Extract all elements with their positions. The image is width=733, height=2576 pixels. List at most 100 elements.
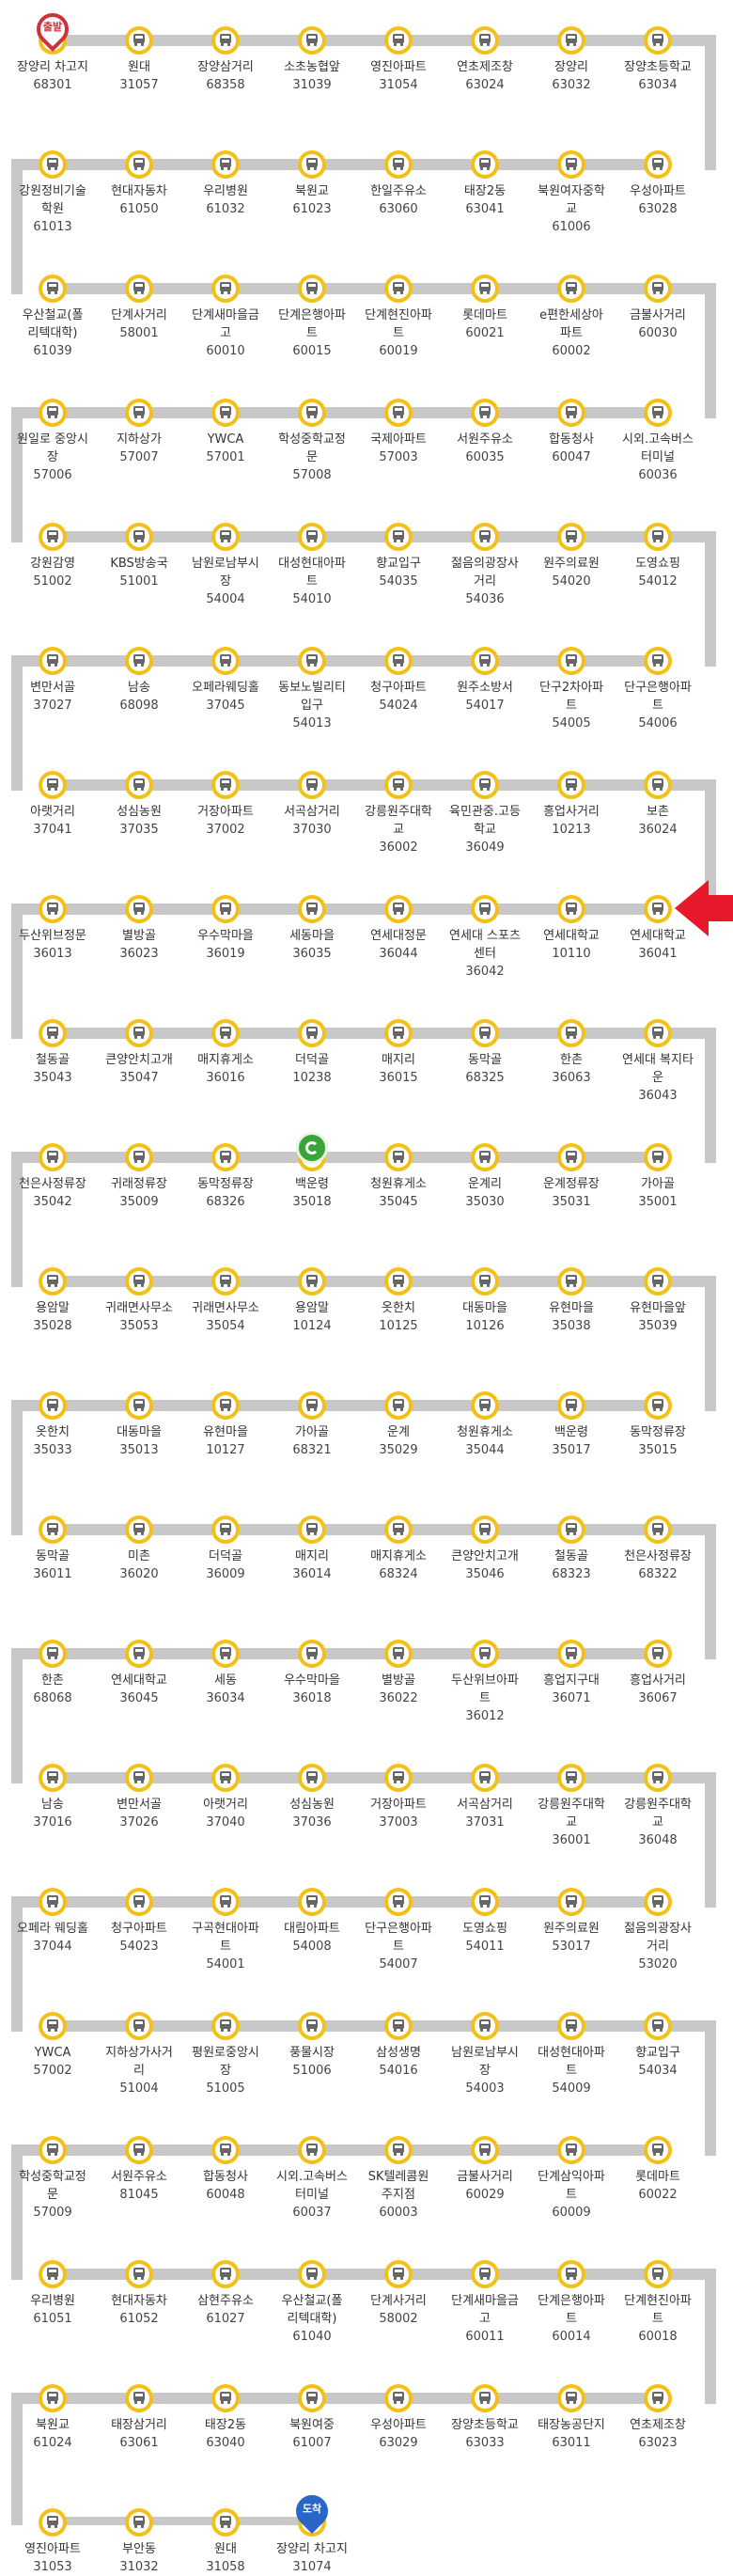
bus-stop-icon[interactable]	[211, 1143, 240, 1171]
bus-stop-icon[interactable]	[557, 1888, 585, 1916]
bus-stop-icon[interactable]	[644, 1516, 672, 1544]
bus-stop-icon[interactable]	[644, 1143, 672, 1171]
bus-stop-icon[interactable]	[298, 647, 326, 675]
bus-stop-icon[interactable]	[644, 150, 672, 179]
bus-stop-icon[interactable]	[298, 1019, 326, 1047]
bus-stop-icon[interactable]	[125, 26, 153, 55]
bus-stop-icon[interactable]	[471, 2012, 499, 2040]
bus-stop-icon[interactable]	[384, 1143, 413, 1171]
bus-stop-icon[interactable]	[298, 26, 326, 55]
bus-stop-icon[interactable]	[211, 26, 240, 55]
bus-stop-icon[interactable]	[125, 647, 153, 675]
bus-stop-icon[interactable]	[125, 2508, 153, 2537]
bus-stop-icon[interactable]	[644, 1019, 672, 1047]
bus-stop-icon[interactable]	[644, 2260, 672, 2288]
bus-stop-icon[interactable]	[298, 2384, 326, 2412]
bus-stop-icon[interactable]	[39, 150, 67, 179]
bus-stop-icon[interactable]	[211, 771, 240, 799]
bus-stop-icon[interactable]	[211, 895, 240, 923]
bus-stop-icon[interactable]	[557, 2384, 585, 2412]
bus-stop-icon[interactable]	[211, 2260, 240, 2288]
bus-stop-icon[interactable]	[39, 1764, 67, 1792]
bus-stop-icon[interactable]	[298, 150, 326, 179]
bus-stop-icon[interactable]	[384, 895, 413, 923]
bus-stop-icon[interactable]	[39, 523, 67, 551]
bus-stop-icon[interactable]	[557, 2260, 585, 2288]
bus-stop-icon[interactable]	[384, 2260, 413, 2288]
bus-stop-icon[interactable]	[384, 275, 413, 303]
bus-stop-icon[interactable]	[644, 2136, 672, 2164]
bus-stop-icon[interactable]	[211, 1764, 240, 1792]
bus-stop-icon[interactable]	[384, 2012, 413, 2040]
bus-stop-icon[interactable]	[211, 1391, 240, 1420]
bus-stop-icon[interactable]	[211, 1019, 240, 1047]
bus-stop-icon[interactable]	[39, 1391, 67, 1420]
bus-stop-icon[interactable]	[298, 275, 326, 303]
bus-stop-icon[interactable]	[471, 275, 499, 303]
bus-stop-icon[interactable]	[125, 1640, 153, 1668]
bus-stop-icon[interactable]	[125, 2012, 153, 2040]
bus-stop-icon[interactable]	[298, 2136, 326, 2164]
bus-stop-icon[interactable]	[644, 1391, 672, 1420]
bus-stop-icon[interactable]	[298, 1391, 326, 1420]
bus-stop-icon[interactable]	[644, 275, 672, 303]
bus-stop-icon[interactable]	[471, 771, 499, 799]
bus-stop-icon[interactable]	[471, 647, 499, 675]
bus-stop-icon[interactable]	[471, 1888, 499, 1916]
bus-stop-icon[interactable]	[39, 2508, 67, 2537]
bus-stop-icon[interactable]	[298, 771, 326, 799]
bus-stop-icon[interactable]	[125, 523, 153, 551]
bus-stop-icon[interactable]	[39, 1143, 67, 1171]
bus-stop-icon[interactable]	[557, 275, 585, 303]
bus-stop-icon[interactable]	[471, 1391, 499, 1420]
bus-stop-icon[interactable]	[644, 2384, 672, 2412]
bus-stop-icon[interactable]	[557, 523, 585, 551]
bus-stop-icon[interactable]	[39, 1267, 67, 1296]
bus-stop-icon[interactable]	[298, 1764, 326, 1792]
bus-stop-icon[interactable]	[644, 771, 672, 799]
bus-stop-icon[interactable]	[211, 150, 240, 179]
bus-stop-icon[interactable]	[125, 1764, 153, 1792]
bus-stop-icon[interactable]	[39, 771, 67, 799]
bus-stop-icon[interactable]	[298, 895, 326, 923]
bus-stop-icon[interactable]	[125, 150, 153, 179]
bus-stop-icon[interactable]	[557, 1640, 585, 1668]
bus-stop-icon[interactable]	[644, 2012, 672, 2040]
bus-stop-icon[interactable]	[384, 647, 413, 675]
bus-stop-icon[interactable]	[644, 1640, 672, 1668]
bus-stop-icon[interactable]	[39, 1019, 67, 1047]
bus-stop-icon[interactable]	[471, 1267, 499, 1296]
bus-stop-icon[interactable]	[471, 2260, 499, 2288]
bus-stop-icon[interactable]	[557, 647, 585, 675]
bus-stop-icon[interactable]	[557, 1143, 585, 1171]
bus-stop-icon[interactable]	[644, 399, 672, 427]
bus-stop-icon[interactable]	[39, 2260, 67, 2288]
bus-stop-icon[interactable]	[39, 2136, 67, 2164]
bus-stop-icon[interactable]	[39, 275, 67, 303]
bus-stop-icon[interactable]	[39, 895, 67, 923]
bus-stop-icon[interactable]	[557, 399, 585, 427]
bus-stop-icon[interactable]	[471, 2384, 499, 2412]
bus-stop-icon[interactable]	[211, 399, 240, 427]
bus-stop-icon[interactable]	[471, 1764, 499, 1792]
bus-stop-icon[interactable]	[644, 26, 672, 55]
bus-stop-icon[interactable]	[384, 523, 413, 551]
bus-stop-icon[interactable]	[211, 1267, 240, 1296]
bus-stop-icon[interactable]	[211, 2384, 240, 2412]
bus-stop-icon[interactable]	[125, 1019, 153, 1047]
bus-stop-icon[interactable]	[125, 2384, 153, 2412]
bus-stop-icon[interactable]	[384, 399, 413, 427]
bus-stop-icon[interactable]	[298, 1640, 326, 1668]
bus-stop-icon[interactable]	[557, 1267, 585, 1296]
bus-stop-icon[interactable]	[384, 1888, 413, 1916]
bus-stop-icon[interactable]	[125, 399, 153, 427]
bus-stop-icon[interactable]	[125, 771, 153, 799]
bus-stop-icon[interactable]	[211, 1888, 240, 1916]
bus-stop-icon[interactable]	[471, 399, 499, 427]
bus-stop-icon[interactable]	[384, 1640, 413, 1668]
bus-stop-icon[interactable]	[125, 1888, 153, 1916]
bus-stop-icon[interactable]	[211, 2136, 240, 2164]
bus-stop-icon[interactable]	[211, 2508, 240, 2537]
gps-bus-icon[interactable]	[296, 1132, 328, 1164]
bus-stop-icon[interactable]	[557, 1764, 585, 1792]
